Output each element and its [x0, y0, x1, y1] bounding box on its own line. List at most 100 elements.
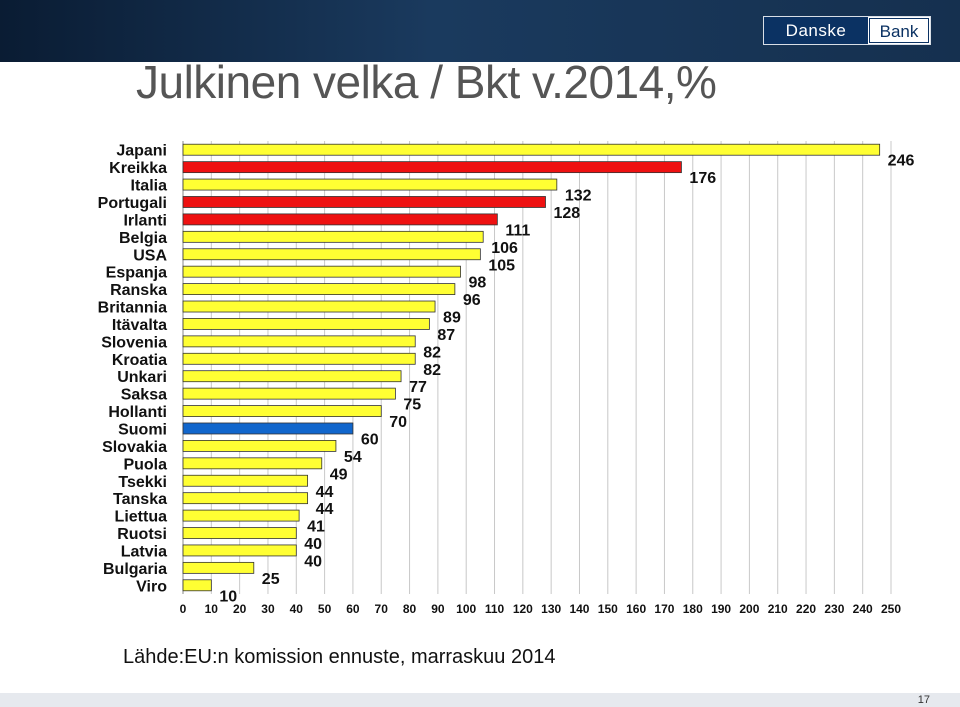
bar [182, 352, 416, 365]
x-tick-label: 50 [318, 602, 332, 616]
bar [182, 457, 323, 470]
value-label: 82 [423, 362, 441, 379]
bar [182, 509, 300, 522]
category-label: Liettua [115, 509, 168, 526]
x-tick-label: 170 [654, 602, 674, 616]
category-label: Tsekki [118, 474, 167, 491]
x-tick-label: 230 [824, 602, 844, 616]
value-label: 49 [330, 466, 348, 483]
x-tick-label: 140 [569, 602, 589, 616]
value-label: 70 [389, 414, 407, 431]
category-labels: JapaniKreikkaItaliaPortugaliIrlantiBelgi… [98, 143, 168, 596]
bar [182, 579, 212, 592]
value-label: 40 [304, 553, 322, 570]
x-tick-label: 80 [403, 602, 417, 616]
bar [182, 440, 337, 452]
value-label: 132 [565, 188, 592, 205]
category-label: Ruotsi [117, 526, 167, 543]
value-label: 77 [409, 379, 427, 396]
x-tick-label: 130 [541, 602, 561, 616]
value-label: 41 [307, 519, 325, 536]
bar [182, 265, 461, 278]
category-label: Belgia [119, 230, 167, 247]
value-label: 106 [491, 240, 518, 257]
bars [182, 143, 881, 592]
x-tick-label: 40 [290, 602, 304, 616]
bar [182, 248, 481, 261]
source-note: Lähde:EU:n komission ennuste, marraskuu … [123, 646, 556, 668]
page-title: Julkinen velka / Bkt v.2014,% [136, 56, 717, 108]
footer-bar: 17 [0, 693, 960, 707]
category-label: Slovenia [101, 334, 167, 351]
value-label: 128 [553, 205, 580, 222]
category-label: Kroatia [112, 352, 167, 369]
category-label: Irlanti [123, 212, 167, 229]
value-label: 105 [488, 257, 515, 274]
x-tick-label: 110 [485, 602, 505, 616]
value-label: 176 [689, 170, 716, 187]
bar [182, 283, 456, 295]
x-tick-label: 190 [711, 602, 731, 616]
bar [182, 405, 382, 417]
category-label: Italia [131, 178, 168, 195]
category-label: Bulgaria [103, 561, 167, 578]
category-label: Britannia [98, 300, 167, 317]
x-tick-label: 160 [626, 602, 646, 616]
category-label: Itävalta [112, 317, 167, 334]
bar [182, 213, 498, 226]
logo-danske-text: Danske [764, 17, 868, 44]
category-label: Ranska [110, 282, 167, 299]
x-tick-label: 210 [768, 602, 788, 616]
x-tick-label: 250 [881, 602, 901, 616]
bar [182, 335, 416, 348]
category-label: Puola [123, 456, 167, 473]
grid [182, 141, 892, 594]
bar [182, 300, 436, 313]
value-label: 40 [304, 536, 322, 553]
bar [182, 318, 430, 330]
x-tick-label: 100 [456, 602, 476, 616]
value-label: 25 [262, 571, 280, 588]
bar [182, 492, 309, 505]
value-label: 89 [443, 310, 461, 327]
bar [182, 370, 402, 383]
category-label: Japani [116, 143, 167, 160]
category-label: Unkari [117, 369, 167, 386]
category-label: Portugali [98, 195, 167, 212]
category-label: Slovakia [102, 439, 167, 456]
value-label: 75 [403, 397, 421, 414]
x-tick-label: 0 [180, 602, 187, 616]
bar [182, 544, 297, 557]
value-label: 10 [219, 588, 237, 605]
x-tick-label: 180 [683, 602, 703, 616]
value-label: 54 [344, 449, 362, 466]
value-label: 82 [423, 344, 441, 361]
value-label: 87 [437, 327, 455, 344]
x-tick-label: 150 [598, 602, 618, 616]
x-tick-label: 90 [431, 602, 445, 616]
bar [182, 527, 297, 539]
value-label: 98 [469, 275, 487, 292]
page-number: 17 [917, 694, 930, 706]
x-tick-label: 200 [739, 602, 759, 616]
value-labels: 2461761321281111061059896898782827775706… [219, 153, 914, 606]
value-label: 44 [316, 484, 334, 501]
bar [182, 387, 396, 400]
category-label: Espanja [106, 265, 167, 282]
x-tick-label: 240 [853, 602, 873, 616]
bar [182, 230, 484, 243]
bar [182, 196, 546, 208]
x-tick-label: 60 [346, 602, 360, 616]
category-label: Latvia [121, 543, 167, 560]
bar [182, 143, 881, 156]
category-label: USA [133, 247, 167, 264]
x-tick-label: 220 [796, 602, 816, 616]
value-label: 44 [316, 501, 334, 518]
category-label: Hollanti [108, 404, 167, 421]
x-tick-label: 120 [513, 602, 533, 616]
category-label: Suomi [118, 421, 167, 438]
bar [182, 161, 682, 174]
bar [182, 474, 309, 487]
value-label: 96 [463, 292, 481, 309]
